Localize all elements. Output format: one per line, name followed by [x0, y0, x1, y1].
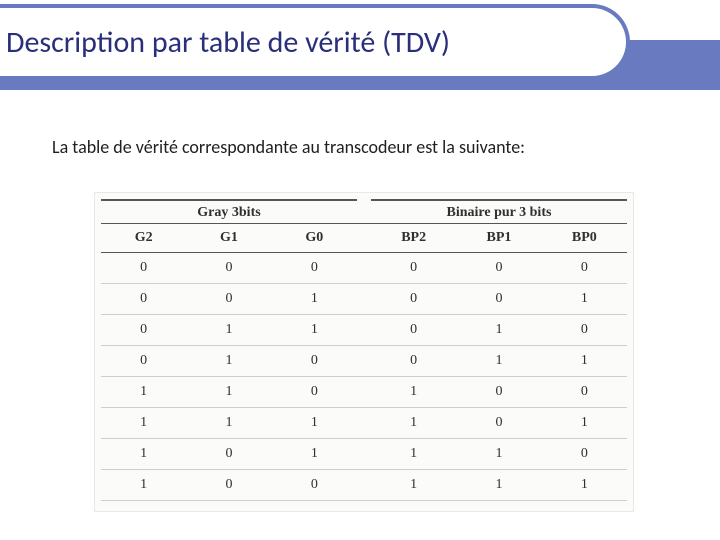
cell: 0 [186, 284, 271, 315]
cell: 0 [542, 377, 627, 408]
table-row: 0 0 0 0 0 0 [101, 253, 627, 284]
cell: 0 [272, 346, 357, 377]
col-header: G2 [101, 224, 186, 253]
cell: 0 [186, 253, 271, 284]
cell: 0 [101, 253, 186, 284]
cell: 0 [542, 315, 627, 346]
table-row: 1 0 1 1 1 0 [101, 439, 627, 470]
cell: 1 [101, 439, 186, 470]
col-header: G1 [186, 224, 271, 253]
group-header-left: Gray 3bits [101, 200, 357, 224]
col-header: BP0 [542, 224, 627, 253]
cell: 1 [186, 346, 271, 377]
cell: 1 [101, 470, 186, 501]
cell: 0 [186, 470, 271, 501]
cell: 1 [542, 470, 627, 501]
cell: 1 [101, 408, 186, 439]
cell: 1 [542, 346, 627, 377]
cell: 1 [456, 439, 541, 470]
truth-table: Gray 3bits Binaire pur 3 bits G2 G1 G0 B… [101, 199, 627, 501]
col-header: G0 [272, 224, 357, 253]
cell: 0 [272, 253, 357, 284]
table-row: 0 0 1 0 0 1 [101, 284, 627, 315]
cell: 1 [371, 408, 456, 439]
cell: 0 [101, 346, 186, 377]
cell: 0 [272, 470, 357, 501]
cell: 1 [542, 284, 627, 315]
cell: 1 [542, 408, 627, 439]
cell: 1 [186, 408, 271, 439]
table-row: 0 1 1 0 1 0 [101, 315, 627, 346]
cell: 0 [101, 315, 186, 346]
cell: 1 [186, 315, 271, 346]
col-header: BP2 [371, 224, 456, 253]
cell: 1 [101, 377, 186, 408]
cell: 1 [371, 470, 456, 501]
cell: 1 [456, 315, 541, 346]
col-gap [357, 224, 371, 253]
truth-table-body: 0 0 0 0 0 0 0 0 1 0 0 1 0 1 1 [101, 253, 627, 501]
table-row: 1 0 0 1 1 1 [101, 470, 627, 501]
table-row: 1 1 1 1 0 1 [101, 408, 627, 439]
cell: 1 [371, 439, 456, 470]
title-pill: Description par table de vérité (TDV) [0, 4, 630, 80]
col-header: BP1 [456, 224, 541, 253]
cell: 0 [272, 377, 357, 408]
table-row: 0 1 0 0 1 1 [101, 346, 627, 377]
cell: 0 [101, 284, 186, 315]
cell: 0 [186, 439, 271, 470]
cell: 1 [186, 377, 271, 408]
cell: 0 [542, 439, 627, 470]
page-title: Description par table de vérité (TDV) [6, 24, 450, 61]
cell: 1 [272, 439, 357, 470]
cell: 1 [272, 408, 357, 439]
cell: 1 [272, 315, 357, 346]
cell: 0 [371, 284, 456, 315]
cell: 0 [371, 346, 456, 377]
subtitle-text: La table de vérité correspondante au tra… [52, 136, 525, 158]
cell: 0 [542, 253, 627, 284]
cell: 0 [456, 284, 541, 315]
cell: 0 [456, 377, 541, 408]
truth-table-container: Gray 3bits Binaire pur 3 bits G2 G1 G0 B… [94, 192, 634, 512]
group-gap [357, 200, 371, 224]
group-header-right: Binaire pur 3 bits [371, 200, 627, 224]
cell: 1 [371, 377, 456, 408]
cell: 1 [456, 470, 541, 501]
cell: 1 [456, 346, 541, 377]
cell: 1 [272, 284, 357, 315]
table-row: 1 1 0 1 0 0 [101, 377, 627, 408]
cell: 0 [456, 253, 541, 284]
cell: 0 [371, 315, 456, 346]
cell: 0 [371, 253, 456, 284]
cell: 0 [456, 408, 541, 439]
